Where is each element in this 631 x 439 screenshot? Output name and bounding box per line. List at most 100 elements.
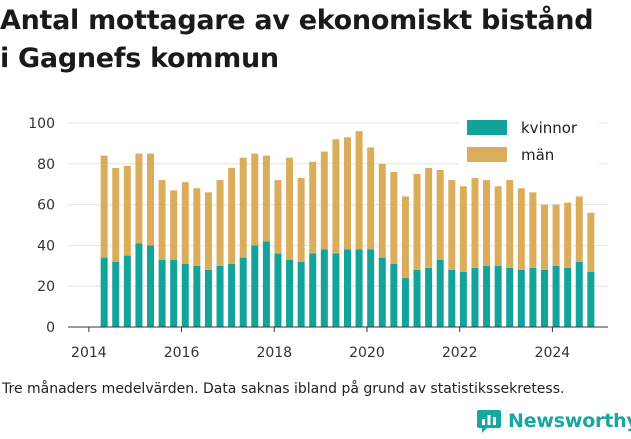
x-tick-label: 2024 [535,345,571,361]
chart-title-line-2: i Gagnefs kommun [0,43,279,74]
bar-segment-kvinnor [297,261,305,327]
bar-segment-kvinnor [100,257,108,327]
legend-swatch-kvinnor [467,120,507,135]
bar-segment-man [123,165,131,256]
bar-segment-kvinnor [517,269,525,327]
bar-segment-kvinnor [204,269,212,327]
chart-title: Antal mottagare av ekonomiskt bistånd i … [0,2,631,78]
bar-segment-man [147,153,155,246]
bar-segment-kvinnor [552,265,560,327]
bar-segment-kvinnor [355,249,363,327]
bar-segment-kvinnor [228,263,236,327]
bar-segment-kvinnor [378,257,386,327]
bar-segment-man [204,192,212,270]
bar-segment-kvinnor [506,267,514,327]
bar-segment-man [135,153,143,244]
bar-segment-kvinnor [181,263,189,327]
bar-segment-man [262,155,270,242]
bar-segment-kvinnor [251,245,259,327]
bar-segment-man [193,188,201,266]
bar-segment-kvinnor [135,243,143,327]
x-tick-label: 2018 [256,345,292,361]
bar-segment-man [355,131,363,250]
bar-segment-man [320,151,328,250]
chart-title-line-1: Antal mottagare av ekonomiskt bistånd [0,5,594,36]
y-tick-label: 60 [37,198,55,214]
brand-name: Newsworthy [508,410,631,432]
y-tick-label: 80 [37,157,55,173]
bar-segment-man [390,171,398,264]
bar-segment-man [506,180,514,268]
bar-segment-kvinnor [320,249,328,327]
brand-logo: Newsworthy [476,408,631,434]
bar-segment-kvinnor [564,267,572,327]
bar-segment-man [274,180,282,254]
y-tick-label: 0 [46,320,55,336]
bar-segment-kvinnor [262,241,270,327]
bar-segment-man [552,204,560,266]
bar-segment-kvinnor [193,265,201,327]
bar-segment-kvinnor [274,253,282,327]
bar-segment-kvinnor [575,261,583,327]
bar-segment-man [228,167,236,264]
bar-segment-kvinnor [436,259,444,327]
bar-segment-man [112,167,120,262]
bar-segment-kvinnor [587,271,595,327]
bar-segment-man [344,137,352,250]
bar-segment-kvinnor [529,267,537,327]
bar-segment-man [494,186,502,266]
bar-segment-man [471,178,479,268]
bar-segment-man [100,155,108,258]
bar-segment-man [378,163,386,258]
bar-segment-man [309,161,317,254]
x-tick-label: 2022 [442,345,478,361]
legend-label-man: män [521,146,554,164]
bar-segment-man [425,167,433,268]
bar-segment-man [181,182,189,264]
bar-segment-man [251,153,259,246]
bar-segment-man [529,192,537,268]
bar-segment-kvinnor [112,261,120,327]
x-tick-label: 2016 [164,345,200,361]
bar-segment-kvinnor [459,271,467,327]
bar-segment-man [239,157,247,258]
bar-segment-kvinnor [540,269,548,327]
bar-segment-man [587,212,595,272]
bar-segment-kvinnor [239,257,247,327]
y-tick-label: 100 [28,116,55,132]
bar-segment-kvinnor [216,265,224,327]
bar-segment-kvinnor [413,269,421,327]
bar-segment-man [297,178,305,262]
bar-segment-man [158,180,166,260]
bar-segment-kvinnor [494,265,502,327]
bar-segment-kvinnor [286,259,294,327]
x-tick-label: 2014 [71,345,107,361]
bar-segment-kvinnor [401,278,409,327]
bar-segment-kvinnor [170,259,178,327]
bar-segment-kvinnor [123,255,131,327]
stacked-bar-chart: 0 20 40 60 80 100 2014 2016 2018 2020 2022 2024 kvin… [28,115,608,361]
bar-segment-man [367,147,375,250]
bar-segment-man [575,196,583,262]
bar-segment-man [286,157,294,260]
bar-segment-man [436,169,444,260]
bar-segment-kvinnor [448,269,456,327]
bar-segment-man [564,202,572,268]
bar-segment-kvinnor [332,253,340,327]
bar-segment-man [540,204,548,270]
bar-segment-man [332,139,340,254]
bar-segment-kvinnor [390,263,398,327]
bar-segment-man [170,190,178,260]
bar-segment-kvinnor [344,249,352,327]
bar-segment-kvinnor [471,267,479,327]
bar-segment-man [448,180,456,270]
bar-segment-kvinnor [425,267,433,327]
y-tick-label: 40 [37,238,55,254]
bar-segment-man [483,180,491,266]
bar-segment-kvinnor [147,245,155,327]
bar-chart-logo-icon [477,410,501,433]
bar-segment-man [401,196,409,279]
bar-segment-man [459,186,467,272]
bar-segment-kvinnor [367,249,375,327]
x-tick-label: 2020 [349,345,385,361]
